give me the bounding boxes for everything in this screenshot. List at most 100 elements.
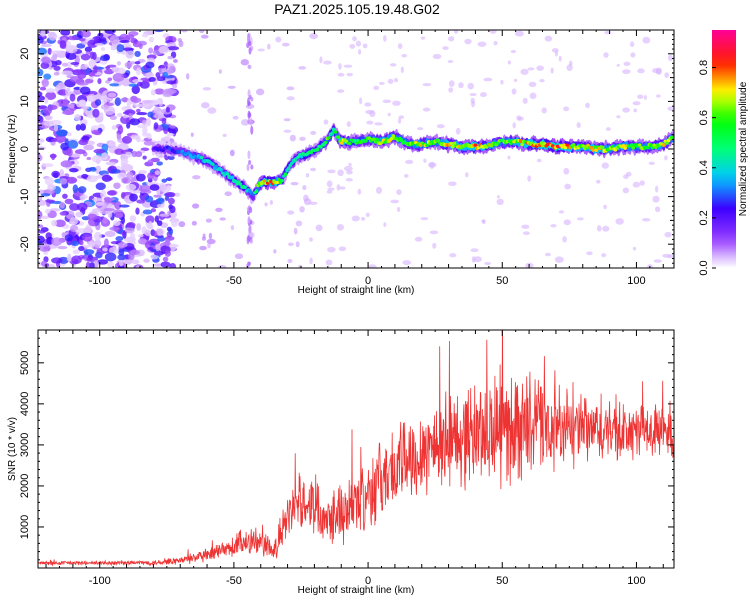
spectrogram-noise-cell xyxy=(142,132,149,137)
spectrogram-noise-cell xyxy=(207,107,217,114)
spectrogram-noise-cell xyxy=(62,193,68,199)
spectrogram-noise-cell xyxy=(343,64,353,68)
spectrogram-noise-cell xyxy=(50,50,62,55)
spectrogram-noise-cell xyxy=(118,265,125,268)
spectrogram-noise-cell xyxy=(302,184,307,191)
spectrogram-noise-cell xyxy=(343,165,353,172)
spectrogram-noise-cell xyxy=(337,72,345,77)
spectrogram-noise-cell xyxy=(164,88,177,94)
spectrogram-noise-cell xyxy=(121,78,131,87)
spectrogram-noise-cell xyxy=(365,212,370,218)
spectrogram-noise-cell xyxy=(327,169,336,174)
spectrogram-noise-cell xyxy=(422,82,432,87)
spectrogram-noise-cell xyxy=(131,85,140,95)
spectrogram-noise-cell xyxy=(141,99,153,104)
spectrogram-noise-cell xyxy=(337,89,345,93)
spectrogram-noise-cell xyxy=(464,38,472,45)
spectrogram-noise-cell xyxy=(167,211,172,215)
spectrogram-noise-cell xyxy=(169,263,177,268)
spectrogram-noise-cell xyxy=(51,257,63,264)
spectrogram-noise-cell xyxy=(136,112,148,116)
spectrogram-noise-cell xyxy=(298,66,307,70)
spectrogram-noise-cell xyxy=(544,35,553,42)
spectrogram-noise-cell xyxy=(286,96,295,101)
x-tick-label: -50 xyxy=(226,275,242,287)
spectrogram-ridge-cell xyxy=(327,136,331,140)
spectrogram-noise-cell xyxy=(458,82,464,89)
spectrogram-noise-cell xyxy=(625,171,632,177)
spectrogram-noise-cell xyxy=(48,31,58,41)
spectrogram-noise-cell xyxy=(338,62,342,70)
spectrogram-noise-cell xyxy=(558,210,565,214)
spectrogram-ridge-cell xyxy=(592,145,597,149)
spectrogram-noise-cell xyxy=(205,218,212,223)
y-tick-label: 5000 xyxy=(19,351,31,375)
x-tick-label: 100 xyxy=(627,575,645,587)
spectrogram-noise-cell xyxy=(507,60,511,65)
spectrogram-noise-cell xyxy=(72,249,80,255)
spectrogram-noise-cell xyxy=(351,215,360,222)
spectrogram-noise-cell xyxy=(167,46,180,51)
spectrogram-noise-cell xyxy=(79,240,84,246)
spectrogram-noise-cell xyxy=(135,67,141,76)
spectrogram-noise-cell xyxy=(215,207,223,212)
x-tick-label: 0 xyxy=(365,275,371,287)
spectrogram-noise-cell xyxy=(113,182,121,190)
spectrogram-noise-cell xyxy=(52,200,63,205)
spectrogram-noise-cell xyxy=(141,33,149,38)
spectrogram-noise-cell xyxy=(436,124,445,129)
spectrogram-noise-cell xyxy=(48,263,56,268)
spectrogram-noise-cell xyxy=(500,79,504,85)
spectrogram-noise-cell xyxy=(305,173,310,178)
spectrogram-noise-cell xyxy=(171,84,178,89)
spectrogram-noise-cell xyxy=(283,118,291,122)
spectrogram-noise-cell xyxy=(522,97,528,104)
spectrogram-noise-cell xyxy=(159,184,167,191)
spectrogram-noise-cell xyxy=(84,46,93,53)
spectrogram-noise-cell xyxy=(100,55,110,62)
spectrogram-noise-cell xyxy=(104,30,116,34)
spectrogram-noise-cell xyxy=(78,246,85,252)
spectrogram-noise-cell xyxy=(40,215,50,220)
spectrogram-noise-cell xyxy=(639,180,645,186)
y-axis-title: Frequency (Hz) xyxy=(7,115,18,184)
spectrogram-noise-cell xyxy=(299,206,305,213)
spectrogram-ridge-cell xyxy=(254,189,259,194)
spectrogram-noise-cell xyxy=(38,230,46,234)
spectrogram-ridge-cell xyxy=(621,144,626,148)
spectrogram-noise-cell xyxy=(153,113,164,120)
spectrogram-noise-cell xyxy=(420,36,426,40)
spectrogram-noise-cell xyxy=(69,167,79,173)
spectrogram-noise-cell xyxy=(309,257,313,265)
spectrogram-noise-cell xyxy=(122,47,135,51)
spectrogram-ridge-cell xyxy=(286,166,291,170)
spectrogram-noise-cell xyxy=(652,195,660,203)
spectrogram-noise-cell xyxy=(346,121,351,128)
spectrogram-noise-cell xyxy=(616,115,621,119)
spectrogram-noise-cell xyxy=(147,111,154,118)
spectrogram-noise-cell xyxy=(200,34,209,39)
spectrogram-noise-cell xyxy=(362,43,368,49)
spectrogram-noise-cell xyxy=(269,199,273,205)
spectrogram-ridge-cell xyxy=(352,138,357,143)
spectrogram-noise-cell xyxy=(134,61,141,65)
spectrogram-noise-cell xyxy=(393,77,398,83)
spectrogram-noise-cell xyxy=(100,189,107,199)
spectrogram-noise-cell xyxy=(111,125,117,130)
spectrogram-noise-cell xyxy=(47,47,52,55)
spectrogram-noise-cell xyxy=(349,43,356,49)
spectrogram-noise-cell xyxy=(667,106,674,112)
spectrogram-noise-cell xyxy=(142,126,148,135)
spectrogram-noise-cell xyxy=(586,251,593,256)
spectrogram-noise-cell xyxy=(489,30,497,34)
spectrogram-ridge-cell xyxy=(629,143,634,147)
colorbar-tick-label: 0.8 xyxy=(698,60,710,75)
spectrogram-ridge-cell xyxy=(425,143,429,148)
spectrogram-noise-cell xyxy=(562,236,567,243)
spectrogram-noise-cell xyxy=(153,194,162,198)
spectrogram-noise-cell xyxy=(38,195,43,202)
spectrogram-noise-cell xyxy=(60,160,73,168)
y-tick-label: 3000 xyxy=(19,433,31,457)
spectrogram-noise-cell xyxy=(585,102,590,109)
spectrogram-noise-cell xyxy=(126,171,134,179)
